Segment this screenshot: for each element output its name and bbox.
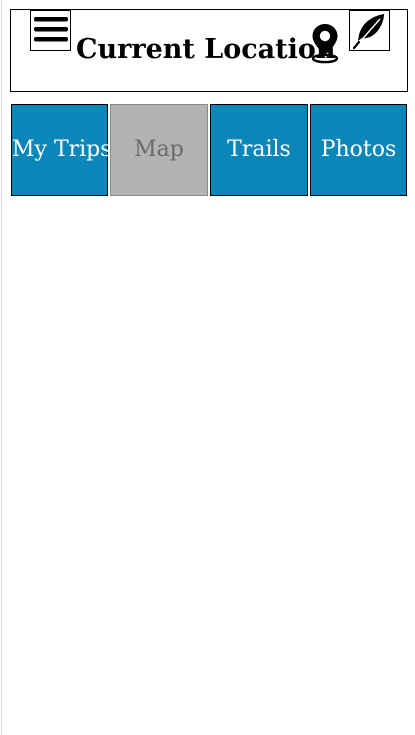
map-area[interactable]: [2, 200, 415, 735]
hamburger-menu-icon: [34, 17, 68, 42]
left-divider: [1, 0, 2, 735]
nav-tabs: My Trips Map Trails Photos: [11, 104, 407, 196]
feather-icon: [352, 14, 384, 50]
page-title: Current Location: [76, 34, 336, 65]
tab-my-trips[interactable]: My Trips: [11, 104, 112, 196]
map-pin-icon: [311, 24, 339, 64]
app-header: Current Location: [10, 9, 408, 92]
feather-button[interactable]: [349, 10, 390, 51]
location-button[interactable]: [309, 22, 341, 64]
tab-photos[interactable]: Photos: [310, 104, 407, 196]
menu-button[interactable]: [30, 10, 71, 51]
tab-trails[interactable]: Trails: [210, 104, 308, 196]
tab-map[interactable]: Map: [110, 104, 208, 196]
